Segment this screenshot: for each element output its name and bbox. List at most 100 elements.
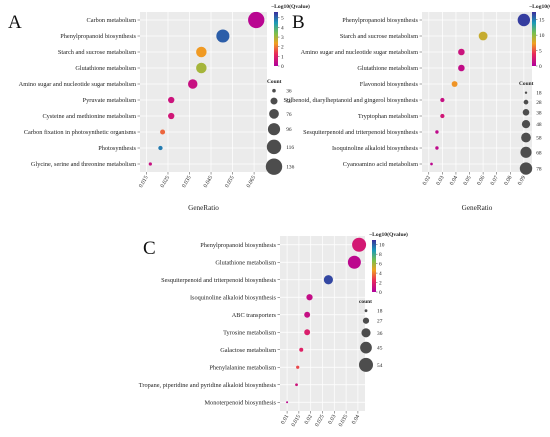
x-tick-label: 0.03 [436,175,446,187]
color-bar-label: 0 [379,290,382,296]
x-tick-label: 0.09 [517,175,527,187]
color-bar-label: 15 [539,18,545,24]
size-legend-label: 45 [377,346,383,352]
data-point [299,347,304,352]
data-point [160,129,166,135]
data-point [323,275,333,285]
data-point [304,311,311,318]
x-tick-label: 0.04 [351,414,361,426]
pathway-label: ABC transporters [232,312,277,319]
size-legend-label: 58 [536,136,542,142]
x-tick-label: 0.03 [327,414,337,426]
data-point [148,162,152,166]
size-legend-label: 136 [286,165,294,171]
size-legend-key [267,123,281,136]
x-tick-label: 0.02 [304,414,314,426]
size-legend-label: 76 [286,112,292,118]
color-bar-label: 2 [281,45,284,51]
size-legend-title: Count [519,81,534,87]
color-bar [532,12,536,66]
size-legend-label: 54 [377,363,383,369]
size-legend-label: 27 [377,319,383,325]
panel-a: A Carbon metabolism Phenylpropanoid biosyn… [8,3,310,212]
pathway-label: Flavonoid biosynthesis [360,81,419,88]
x-tick-label: 0.015 [138,175,150,189]
pathway-label: Phenylalanine metabolism [209,364,276,371]
color-bar-label: 1 [281,54,284,60]
size-legend-key [523,99,529,105]
data-point [295,383,298,387]
pathway-label: Tyrosine metabolism [223,329,276,336]
x-tick-label: 0.025 [314,414,326,428]
data-point [304,329,311,336]
x-tick-label: 0.065 [246,175,258,189]
data-point [296,365,300,369]
data-point [451,81,458,87]
size-legend-label: 18 [536,91,542,97]
pathway-label: Phenylpropanoid biosynthesis [60,33,136,40]
size-legend-label: 36 [286,89,292,95]
color-bar [372,240,376,292]
color-bar-label: 3 [281,35,284,41]
data-point [478,31,488,41]
size-legend-label: 116 [286,145,294,151]
data-point [440,97,445,103]
x-tick-label: 0.015 [291,414,303,428]
size-legend-key [364,309,368,313]
size-legend-key [522,109,530,116]
pathway-label: Photosynthesis [98,145,136,152]
pathway-label: Starch and sucrose metabolism [58,49,136,56]
size-legend-title: count [359,299,372,305]
pathway-label: Cysteine and methionine metabolism [42,113,136,120]
x-tick-label: 0.035 [338,414,350,428]
data-point [248,11,265,29]
pathway-label: Carbon metabolism [87,17,137,24]
color-legend-title: −Log10(Qvalue) [529,3,550,10]
size-legend-key [266,139,282,155]
panel-letter: C [143,238,156,259]
pathway-label: Pyruvate metabolism [83,97,136,104]
pathway-label: Glutathione metabolism [357,65,418,72]
color-bar-label: 4 [281,25,284,31]
pathway-label: Stilbenoid, diarylheptanoid and gingerol… [284,97,419,104]
x-tick-label: 0.05 [463,175,473,187]
size-legend-label: 48 [536,122,542,128]
size-legend-key [362,317,370,324]
size-legend-key [270,97,278,105]
size-legend-key [520,146,532,158]
size-legend-key [360,341,372,354]
size-legend-label: 78 [536,167,542,173]
x-axis-title: GeneRatio [188,204,219,212]
pathway-label: Glutathione metabolism [75,65,136,72]
x-tick-label: 0.055 [224,175,236,189]
color-bar-label: 5 [281,16,284,22]
data-point [196,46,207,58]
pathway-label: Glycine, serine and threonine metabolism [31,161,136,168]
size-legend-label: 56 [286,99,292,105]
data-point [196,62,207,74]
size-legend-label: 18 [377,309,383,315]
data-point [435,146,439,150]
size-legend-key [359,357,373,372]
data-point [347,255,361,269]
data-point [286,401,289,404]
pathway-label: Isoquinoline alkaloid biosynthesis [190,294,277,301]
data-point [158,145,163,151]
x-tick-label: 0.06 [476,175,486,187]
pathway-label: Isoquinoline alkaloid biosynthesis [332,145,419,152]
size-legend-key [265,158,283,175]
data-point [216,29,230,43]
size-legend-key [519,162,533,175]
x-tick-label: 0.045 [203,175,215,189]
data-point [168,112,175,120]
size-legend-key [521,132,531,143]
size-legend-key [272,88,276,93]
pathway-label: Cyanoamino acid metabolism [343,161,418,168]
x-tick-label: 0.035 [181,175,193,189]
size-legend-key [361,328,371,338]
plot-background [422,12,532,172]
data-point [187,79,198,89]
color-legend-title: −Log10(Qvalue) [271,3,310,10]
size-legend-label: 96 [286,127,292,133]
